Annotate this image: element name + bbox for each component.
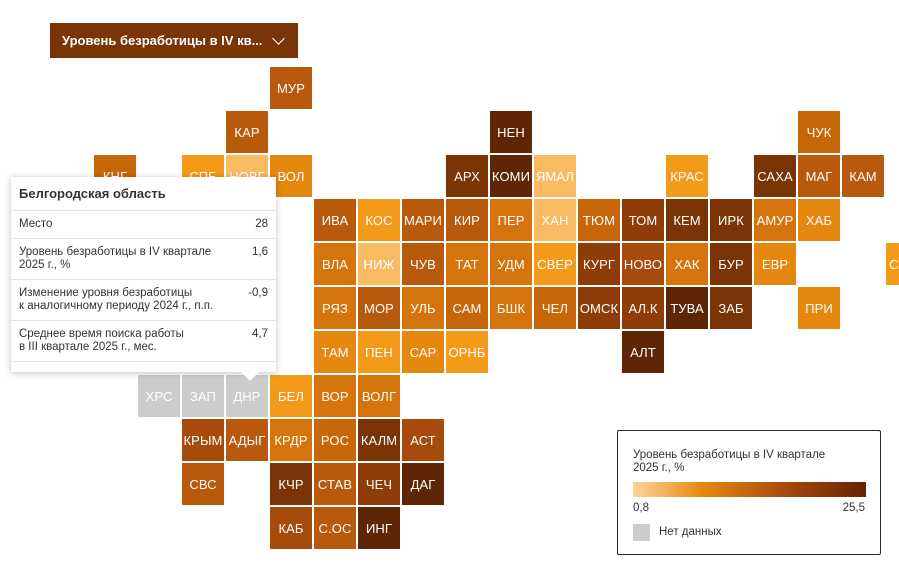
region-tile-КРАС[interactable]: КРАС [666, 155, 708, 197]
region-tile-ЗАБ[interactable]: ЗАБ [710, 287, 752, 329]
region-tile-ТЮМ[interactable]: ТЮМ [578, 199, 620, 241]
region-tile-КАЛМ[interactable]: КАЛМ [358, 419, 400, 461]
region-tile-ПРИ[interactable]: ПРИ [798, 287, 840, 329]
region-tile-КУРГ[interactable]: КУРГ [578, 243, 620, 285]
region-tile-ВЛА[interactable]: ВЛА [314, 243, 356, 285]
color-legend: Уровень безработицы в IV квартале 2025 г… [617, 430, 881, 555]
region-tile-ТУВА[interactable]: ТУВА [666, 287, 708, 329]
legend-max-label: 25,5 [842, 502, 865, 514]
region-tile-САМ[interactable]: САМ [446, 287, 488, 329]
region-tile-МОР[interactable]: МОР [358, 287, 400, 329]
tooltip-row-value: -0,9 [248, 286, 268, 299]
tooltip-row-label: Изменение уровня безработицы к аналогичн… [19, 286, 214, 313]
region-tile-КЧР[interactable]: КЧР [270, 463, 312, 505]
legend-title: Уровень безработицы в IV квартале 2025 г… [633, 449, 826, 474]
tooltip-row-label: Место [19, 218, 53, 230]
region-tile-СТАВ[interactable]: СТАВ [314, 463, 356, 505]
region-tile-АСТ[interactable]: АСТ [402, 419, 444, 461]
region-tile-ЧЕЧ[interactable]: ЧЕЧ [358, 463, 400, 505]
region-tile-КАР[interactable]: КАР [226, 111, 268, 153]
region-tile-КОС[interactable]: КОС [358, 199, 400, 241]
region-tile-ОМСК[interactable]: ОМСК [578, 287, 620, 329]
region-tile-ВОЛ[interactable]: ВОЛ [270, 155, 312, 197]
region-tile-ЧЕЛ[interactable]: ЧЕЛ [534, 287, 576, 329]
tooltip-row-value: 28 [255, 218, 268, 230]
region-tile-НЕН[interactable]: НЕН [490, 111, 532, 153]
region-tile-ТОМ[interactable]: ТОМ [622, 199, 664, 241]
region-tile-РОС[interactable]: РОС [314, 419, 356, 461]
region-tile-ОРНБ[interactable]: ОРНБ [446, 331, 488, 373]
region-tile-СХЛН[interactable]: СХЛН [886, 243, 899, 285]
region-tile-КРЫМ[interactable]: КРЫМ [182, 419, 224, 461]
region-tile-МАРИ[interactable]: МАРИ [402, 199, 444, 241]
region-tile-ЕВР[interactable]: ЕВР [754, 243, 796, 285]
region-tile-АДЫГ[interactable]: АДЫГ [226, 419, 268, 461]
region-tile-ХРС[interactable]: ХРС [138, 375, 180, 417]
legend-no-data-label: Нет данных [659, 526, 722, 538]
region-tile-КАБ[interactable]: КАБ [270, 507, 312, 549]
region-tile-КЕМ[interactable]: КЕМ [666, 199, 708, 241]
region-tile-ПЕН[interactable]: ПЕН [358, 331, 400, 373]
region-tile-ХАН[interactable]: ХАН [534, 199, 576, 241]
tooltip-row: Место 28 [11, 211, 276, 239]
tooltip-row-label: Среднее время поиска работы в III кварта… [19, 327, 184, 354]
region-tile-НИЖ[interactable]: НИЖ [358, 243, 400, 285]
region-tile-ЧУВ[interactable]: ЧУВ [402, 243, 444, 285]
tooltip-pointer [241, 372, 259, 381]
region-tile-РЯЗ[interactable]: РЯЗ [314, 287, 356, 329]
region-tile-УДМ[interactable]: УДМ [490, 243, 532, 285]
tooltip-row: Среднее время поиска работы в III кварта… [11, 321, 276, 362]
region-tile-КИР[interactable]: КИР [446, 199, 488, 241]
tooltip-row-value: 1,6 [252, 245, 268, 258]
region-tile-С.ОС[interactable]: С.ОС [314, 507, 356, 549]
region-tile-БУР[interactable]: БУР [710, 243, 752, 285]
region-tile-СВЕР[interactable]: СВЕР [534, 243, 576, 285]
tooltip-row-label: Уровень безработицы в IV квартале 2025 г… [19, 245, 212, 272]
region-tile-АМУР[interactable]: АМУР [754, 199, 796, 241]
region-tile-ВОР[interactable]: ВОР [314, 375, 356, 417]
region-tile-ХАК[interactable]: ХАК [666, 243, 708, 285]
region-tile-ПЕР[interactable]: ПЕР [490, 199, 532, 241]
region-tile-ДНР[interactable]: ДНР [226, 375, 268, 417]
tooltip-title: Белгородская область [11, 177, 276, 211]
region-tile-КРДР[interactable]: КРДР [270, 419, 312, 461]
indicator-dropdown-label: Уровень безработицы в IV кв... [62, 33, 263, 48]
region-tile-ИВА[interactable]: ИВА [314, 199, 356, 241]
tooltip-row-value: 4,7 [252, 327, 268, 340]
region-tile-ИРК[interactable]: ИРК [710, 199, 752, 241]
region-tile-ВОЛГ[interactable]: ВОЛГ [358, 375, 400, 417]
region-tooltip: Белгородская область Место 28 Уровень бе… [11, 177, 276, 381]
legend-min-label: 0,8 [633, 502, 649, 514]
region-tile-АЛТ[interactable]: АЛТ [622, 331, 664, 373]
region-tile-АРХ[interactable]: АРХ [446, 155, 488, 197]
region-tile-САХА[interactable]: САХА [754, 155, 796, 197]
region-tile-ЗАП[interactable]: ЗАП [182, 375, 224, 417]
no-data-swatch [633, 524, 650, 541]
indicator-dropdown[interactable]: Уровень безработицы в IV кв... [50, 23, 298, 58]
region-tile-САР[interactable]: САР [402, 331, 444, 373]
region-tile-БШК[interactable]: БШК [490, 287, 532, 329]
region-tile-ЯМАЛ[interactable]: ЯМАЛ [534, 155, 576, 197]
region-tile-УЛЬ[interactable]: УЛЬ [402, 287, 444, 329]
region-tile-КАМ[interactable]: КАМ [842, 155, 884, 197]
region-tile-ХАБ[interactable]: ХАБ [798, 199, 840, 241]
region-tile-БЕЛ[interactable]: БЕЛ [270, 375, 312, 417]
region-tile-ДАГ[interactable]: ДАГ [402, 463, 444, 505]
tooltip-row: Уровень безработицы в IV квартале 2025 г… [11, 239, 276, 280]
region-tile-ЧУК[interactable]: ЧУК [798, 111, 840, 153]
region-tile-НОВО[interactable]: НОВО [622, 243, 664, 285]
region-tile-СВС[interactable]: СВС [182, 463, 224, 505]
region-tile-АЛ.К[interactable]: АЛ.К [622, 287, 664, 329]
region-tile-КОМИ[interactable]: КОМИ [490, 155, 532, 197]
legend-gradient-bar [633, 482, 866, 497]
region-tile-ТАМ[interactable]: ТАМ [314, 331, 356, 373]
region-tile-МАГ[interactable]: МАГ [798, 155, 840, 197]
region-tile-МУР[interactable]: МУР [270, 67, 312, 109]
region-tile-ИНГ[interactable]: ИНГ [358, 507, 400, 549]
region-tile-ТАТ[interactable]: ТАТ [446, 243, 488, 285]
tooltip-row: Изменение уровня безработицы к аналогичн… [11, 280, 276, 321]
